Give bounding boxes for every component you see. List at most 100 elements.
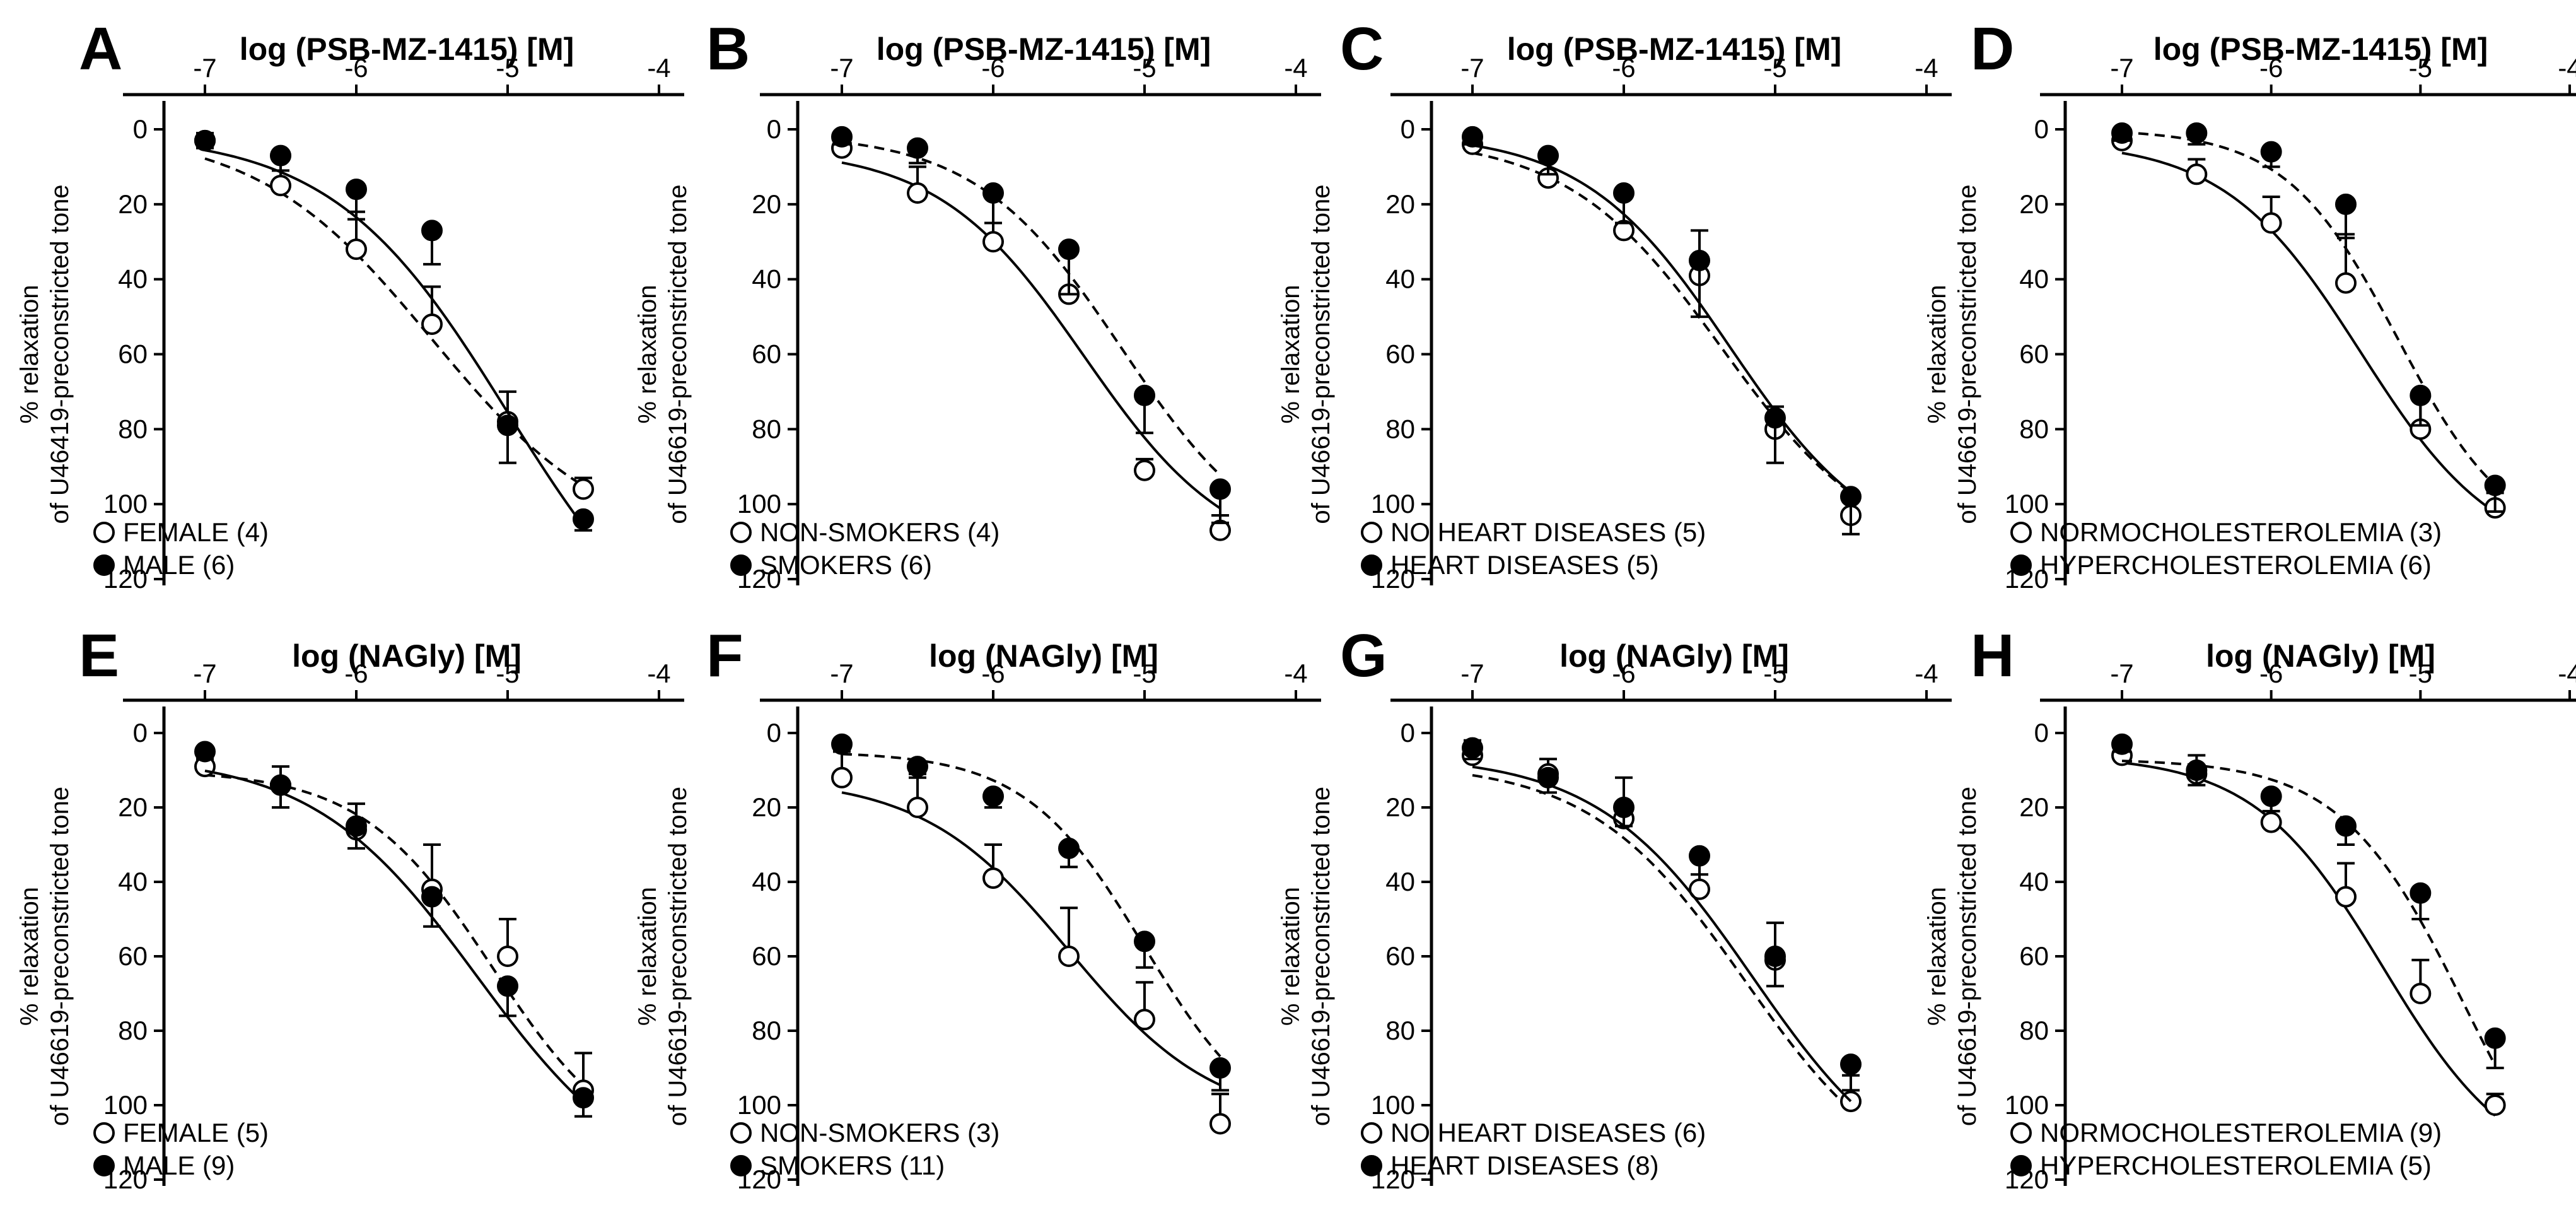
x-tick-label: -7 <box>830 53 853 83</box>
y-tick-label: 20 <box>2019 189 2049 219</box>
y-tick-label: 20 <box>1385 189 1415 219</box>
x-tick-label: -5 <box>1763 53 1786 83</box>
panel-letter: C <box>1340 15 1384 83</box>
data-point <box>982 785 1004 807</box>
x-tick-label: -7 <box>193 659 216 688</box>
data-point <box>831 766 853 789</box>
legend-marker <box>2010 554 2032 576</box>
series-open <box>1462 739 1862 1113</box>
fit-curve <box>1472 144 1852 493</box>
x-tick-label: -7 <box>193 53 216 83</box>
x-axis: -7 -6 -5 -4 <box>123 53 684 97</box>
data-point <box>2186 163 2208 185</box>
y-axis-title-line2: of U46619-preconstricted tone <box>1954 787 1981 1126</box>
legend-label: FEMALE (5) <box>123 1118 269 1147</box>
legend-label: NON-SMOKERS (4) <box>760 517 1000 547</box>
data-point <box>497 946 518 967</box>
y-axis-title-line2: of U46619-preconstricted tone <box>664 787 692 1126</box>
series-open <box>194 129 594 500</box>
y-tick-label: 60 <box>1385 941 1415 971</box>
legend-label: HYPERCHOLESTEROLEMIA (5) <box>2040 1151 2432 1180</box>
x-axis-title: log (PSB-MZ-1415) [M] <box>877 32 1211 67</box>
x-axis-title: log (NAGly) [M] <box>292 638 522 674</box>
legend: FEMALE (5) MALE (9) <box>93 1118 269 1180</box>
y-tick-label: 100 <box>737 1090 781 1120</box>
data-point <box>2410 983 2432 1004</box>
data-point <box>907 797 928 818</box>
x-axis-title: log (PSB-MZ-1415) [M] <box>240 32 574 67</box>
legend-marker <box>2010 1122 2032 1144</box>
fit-curve <box>204 149 585 527</box>
data-point <box>2335 193 2357 215</box>
y-tick-label: 20 <box>2019 792 2049 822</box>
data-point <box>1058 946 1080 967</box>
legend-label: FEMALE (4) <box>123 517 269 547</box>
y-tick-label: 80 <box>752 414 781 443</box>
x-tick-label: -4 <box>1915 53 1938 83</box>
y-tick-label: 80 <box>118 1016 148 1045</box>
x-tick-label: -6 <box>344 53 368 83</box>
y-tick-label: 100 <box>103 489 148 519</box>
y-tick-label: 80 <box>2019 1016 2049 1045</box>
data-point <box>1689 249 1710 271</box>
legend-label: HYPERCHOLESTEROLEMIA (6) <box>2040 550 2432 580</box>
legend-label: NORMOCHOLESTEROLEMIA (9) <box>2040 1118 2442 1147</box>
data-point <box>1134 1009 1155 1031</box>
series-filled <box>831 733 1231 1092</box>
legend-marker <box>93 1155 115 1176</box>
data-point <box>2186 759 2208 781</box>
x-axis: -7 -6 -5 -4 <box>2040 53 2576 97</box>
data-point <box>346 815 367 837</box>
y-tick-label: 80 <box>2019 414 2049 443</box>
legend-marker <box>1361 1155 1382 1176</box>
data-point <box>982 867 1004 889</box>
x-axis-title: log (PSB-MZ-1415) [M] <box>1507 32 1842 67</box>
x-axis-title: log (PSB-MZ-1415) [M] <box>2153 32 2488 67</box>
data-point <box>2260 212 2282 234</box>
fit-curve <box>2121 151 2496 513</box>
fit-curve <box>1472 774 1852 1111</box>
y-tick-label: 40 <box>2019 264 2049 294</box>
y-axis-title-line1: % relaxation <box>634 284 661 423</box>
series-filled <box>831 126 1231 524</box>
data-point <box>573 1087 594 1109</box>
x-axis: -7 -6 -5 -4 <box>123 659 684 702</box>
panel-letter: H <box>1971 622 2014 689</box>
data-point <box>2335 815 2357 837</box>
legend: NORMOCHOLESTEROLEMIA (3)HYPERCHOLESTEROL… <box>2010 517 2442 580</box>
data-point <box>1613 797 1635 818</box>
data-point <box>2335 886 2357 908</box>
data-point <box>421 220 443 242</box>
y-tick-label: 20 <box>1385 792 1415 822</box>
y-axis-title-line1: % relaxation <box>1277 887 1305 1026</box>
legend: NON-SMOKERS (4)SMOKERS (6) <box>730 517 1000 580</box>
x-axis: -7 -6 -5 -4 <box>1390 659 1952 702</box>
data-point <box>2410 882 2432 904</box>
data-point <box>2335 272 2357 294</box>
fit-curve <box>2121 131 2497 486</box>
x-tick-label: -7 <box>2110 659 2133 688</box>
panel-a: A -7 -6 -5 -4 log (PSB-MZ-1415) [M] 0 20 40 60 80 1… <box>16 15 684 594</box>
y-tick-label: 40 <box>118 264 148 294</box>
legend-marker <box>93 1122 115 1144</box>
x-axis: -7 -6 -5 -4 <box>2040 659 2576 702</box>
y-tick-label: 80 <box>752 1016 781 1045</box>
y-tick-label: 100 <box>2005 1090 2049 1120</box>
data-point <box>1134 930 1155 953</box>
y-tick-label: 100 <box>103 1090 148 1120</box>
data-point <box>270 774 291 796</box>
data-point <box>982 182 1004 204</box>
y-tick-label: 0 <box>2034 718 2049 748</box>
series-filled <box>1462 737 1862 1103</box>
legend-label: SMOKERS (6) <box>760 550 932 580</box>
y-tick-label: 100 <box>2005 489 2049 519</box>
data-point <box>1058 837 1080 859</box>
x-tick-label: -6 <box>1612 659 1635 688</box>
fit-curve <box>1472 765 1852 1103</box>
legend: NON-SMOKERS (3) SMOKERS (11) <box>730 1118 1000 1180</box>
